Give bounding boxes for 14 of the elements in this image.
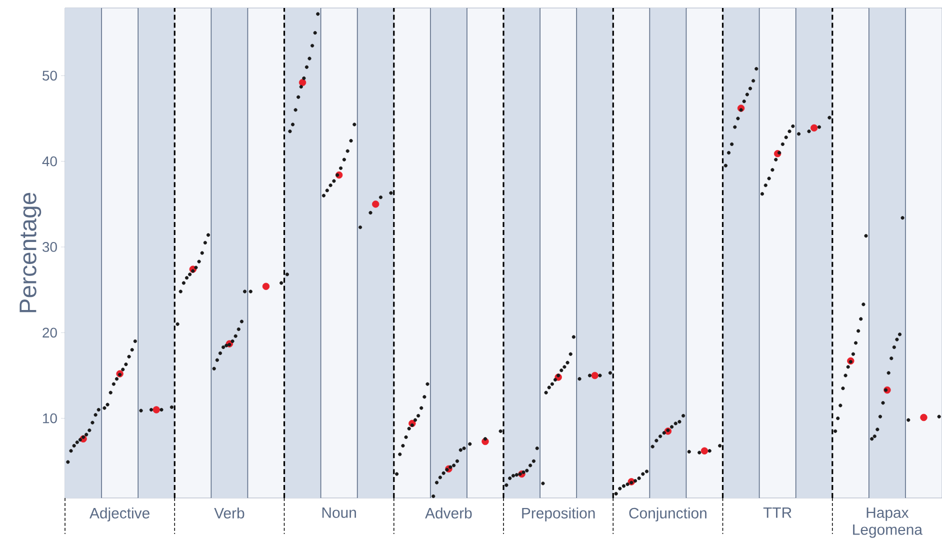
x-tick-label: Noun (322, 508, 356, 518)
y-tick-label: 30 (42, 242, 57, 252)
y-tick-label: 50 (42, 70, 57, 81)
y-tick-label: 10 (43, 413, 57, 424)
x-tick-label: Adverb (425, 508, 472, 518)
y-axis-title: Percentage (20, 192, 42, 312)
x-tick-label: Hapax Legomena (853, 508, 922, 538)
x-tick-label: Preposition (522, 508, 595, 522)
x-tick-label: Adjective (90, 508, 150, 522)
x-tick-label: Verb (214, 508, 244, 518)
y-tick-label: 40 (42, 156, 57, 166)
x-tick-label: TTR (763, 508, 792, 518)
x-tick-label: Conjunction (629, 508, 706, 522)
y-tick-label: 20 (42, 328, 57, 338)
